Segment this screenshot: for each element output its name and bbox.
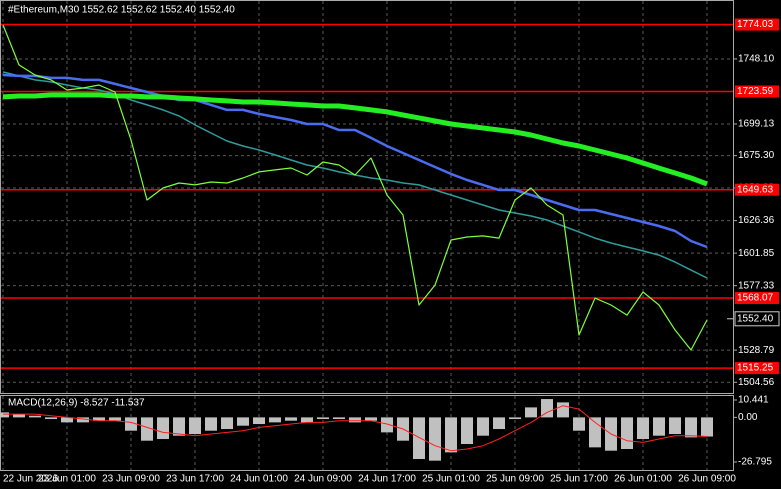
y-tick-label: 1528.79 (738, 345, 775, 356)
level-label-box (735, 362, 779, 375)
histogram-bar (573, 417, 585, 431)
histogram-bar (29, 415, 41, 418)
histogram-bar (13, 414, 25, 418)
histogram-bar (669, 417, 681, 435)
level-label-box (735, 183, 779, 196)
main-frame (0, 0, 734, 394)
histogram-bar (221, 417, 233, 430)
histogram-bar (141, 417, 153, 441)
histogram-bar (285, 417, 297, 421)
chart-title: #Ethereum,M30 1552.62 1552.62 1552.40 15… (8, 5, 235, 16)
y-tick-label: 1577.33 (738, 280, 775, 291)
histogram-bar (365, 417, 377, 421)
level-label: 1568.07 (737, 293, 774, 304)
x-tick-label: 22 Jun 2026 (3, 474, 58, 485)
histogram-bar (509, 417, 521, 420)
histogram-bar (317, 417, 329, 420)
histogram-bar (493, 417, 505, 430)
histogram-bar (0, 412, 9, 418)
y-tick-label: 10.441 (738, 395, 769, 406)
histogram-bar (173, 417, 185, 436)
current-price-label: 1552.40 (737, 313, 774, 324)
level-label: 1774.03 (737, 19, 774, 30)
x-tick-label: 25 Jun 09:00 (486, 474, 544, 485)
histogram-bar (525, 407, 537, 418)
series-line (2, 73, 708, 249)
y-tick-label: 1626.36 (738, 215, 775, 226)
y-tick-label: -26.795 (738, 457, 772, 468)
level-label-box (735, 18, 779, 31)
x-tick-label: 23 Jun 01:00 (38, 474, 96, 485)
histogram-bar (557, 402, 569, 418)
x-tick-label: 24 Jun 17:00 (358, 474, 416, 485)
histogram-bar (381, 417, 393, 433)
histogram-bar (237, 417, 249, 426)
level-label: 1723.59 (737, 86, 774, 97)
x-tick-label: 25 Jun 01:00 (422, 474, 480, 485)
histogram-bar (61, 417, 73, 423)
histogram-bar (269, 417, 281, 423)
histogram-bar (77, 417, 89, 423)
histogram-bar (445, 417, 457, 453)
signal-line (3, 405, 708, 452)
macd-title: MACD(12,26,9) -8.527 -11.537 (8, 398, 145, 409)
y-tick-label: 1504.56 (738, 377, 775, 388)
histogram-bar (701, 417, 713, 437)
current-price-box (734, 311, 780, 327)
histogram-bar (189, 417, 201, 435)
x-tick-label: 26 Jun 01:00 (614, 474, 672, 485)
histogram-bar (333, 417, 345, 420)
histogram-bar (461, 417, 473, 445)
x-tick-label: 23 Jun 09:00 (102, 474, 160, 485)
y-tick-label: 0.00 (738, 412, 758, 423)
y-tick-label: 1699.13 (738, 119, 775, 130)
histogram-bar (477, 417, 489, 436)
series-line (2, 24, 708, 351)
histogram-bar (685, 417, 697, 438)
level-label: 1649.63 (737, 184, 774, 195)
x-tick-label: 26 Jun 09:00 (678, 474, 736, 485)
histogram-bar (109, 417, 121, 421)
histogram-bar (637, 417, 649, 440)
macd-frame (0, 395, 734, 471)
histogram-bar (653, 417, 665, 436)
y-tick-label: 1601.85 (738, 248, 775, 259)
y-tick-label: 1675.30 (738, 150, 775, 161)
x-tick-label: 23 Jun 17:00 (166, 474, 224, 485)
histogram-bar (541, 399, 553, 418)
x-tick-label: 25 Jun 17:00 (550, 474, 608, 485)
histogram-bar (301, 417, 313, 423)
histogram-bar (125, 417, 137, 431)
histogram-bar (157, 417, 169, 440)
x-tick-label: 24 Jun 01:00 (230, 474, 288, 485)
level-label-box (735, 291, 779, 304)
level-label: 1515.25 (737, 363, 774, 374)
histogram-bar (429, 417, 441, 461)
histogram-bar (253, 417, 265, 425)
histogram-bar (413, 417, 425, 460)
x-tick-label: 24 Jun 09:00 (294, 474, 352, 485)
histogram-bar (205, 417, 217, 431)
histogram-bar (45, 417, 57, 420)
level-label-box (735, 85, 779, 98)
histogram-bar (621, 417, 633, 450)
y-tick-label: 1748.10 (738, 54, 775, 65)
series-line (2, 92, 708, 187)
histogram-bar (349, 417, 361, 423)
histogram-bar (93, 417, 105, 421)
